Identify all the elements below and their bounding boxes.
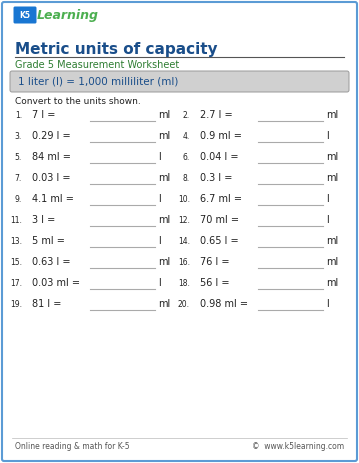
Text: 0.29 l =: 0.29 l = <box>32 131 71 141</box>
Text: l: l <box>158 194 161 204</box>
Text: 4.1 ml =: 4.1 ml = <box>32 194 74 204</box>
Text: ml: ml <box>158 110 170 120</box>
Text: 16.: 16. <box>178 258 190 267</box>
Text: 11.: 11. <box>10 216 22 225</box>
Text: 0.65 l =: 0.65 l = <box>200 236 239 246</box>
Text: 19.: 19. <box>10 300 22 309</box>
Text: 13.: 13. <box>10 237 22 246</box>
Text: 4.: 4. <box>183 132 190 141</box>
Text: 7.: 7. <box>15 174 22 183</box>
Text: 6.7 ml =: 6.7 ml = <box>200 194 242 204</box>
Text: 20.: 20. <box>178 300 190 309</box>
Text: 18.: 18. <box>178 279 190 288</box>
Text: 70 ml =: 70 ml = <box>200 215 239 225</box>
Text: 10.: 10. <box>178 195 190 204</box>
Text: l: l <box>326 299 329 309</box>
Text: ml: ml <box>158 173 170 183</box>
Text: 1 liter (l) = 1,000 milliliter (ml): 1 liter (l) = 1,000 milliliter (ml) <box>18 76 178 87</box>
Text: l: l <box>326 215 329 225</box>
Text: ml: ml <box>326 152 338 162</box>
Text: ml: ml <box>158 215 170 225</box>
Text: ml: ml <box>326 173 338 183</box>
Text: ml: ml <box>326 236 338 246</box>
Text: 15.: 15. <box>10 258 22 267</box>
Text: 12.: 12. <box>178 216 190 225</box>
Text: 0.3 l =: 0.3 l = <box>200 173 232 183</box>
Text: ml: ml <box>326 278 338 288</box>
Text: 3.: 3. <box>15 132 22 141</box>
Text: 17.: 17. <box>10 279 22 288</box>
Text: Grade 5 Measurement Worksheet: Grade 5 Measurement Worksheet <box>15 60 179 70</box>
Text: ml: ml <box>158 257 170 267</box>
Text: l: l <box>158 152 161 162</box>
Text: 2.: 2. <box>183 111 190 120</box>
Text: ml: ml <box>158 299 170 309</box>
Text: ml: ml <box>326 257 338 267</box>
Text: 1.: 1. <box>15 111 22 120</box>
Text: 3 l =: 3 l = <box>32 215 55 225</box>
Text: 84 ml =: 84 ml = <box>32 152 71 162</box>
Text: 81 l =: 81 l = <box>32 299 61 309</box>
Text: ml: ml <box>158 131 170 141</box>
Text: 0.98 ml =: 0.98 ml = <box>200 299 248 309</box>
Text: 56 l =: 56 l = <box>200 278 229 288</box>
Text: Metric units of capacity: Metric units of capacity <box>15 42 218 57</box>
Text: 8.: 8. <box>183 174 190 183</box>
Text: 6.: 6. <box>183 153 190 162</box>
Text: ml: ml <box>326 110 338 120</box>
Text: 0.03 l =: 0.03 l = <box>32 173 70 183</box>
Text: 0.9 ml =: 0.9 ml = <box>200 131 242 141</box>
Text: Online reading & math for K-5: Online reading & math for K-5 <box>15 442 130 451</box>
Text: 2.7 l =: 2.7 l = <box>200 110 233 120</box>
Text: 9.: 9. <box>15 195 22 204</box>
Text: 0.63 l =: 0.63 l = <box>32 257 70 267</box>
Text: 0.03 ml =: 0.03 ml = <box>32 278 80 288</box>
Text: 5.: 5. <box>15 153 22 162</box>
Text: Learning: Learning <box>37 9 99 22</box>
Text: K5: K5 <box>19 11 31 19</box>
Text: l: l <box>326 194 329 204</box>
Text: Convert to the units shown.: Convert to the units shown. <box>15 97 141 106</box>
Text: l: l <box>158 236 161 246</box>
FancyBboxPatch shape <box>10 71 349 92</box>
Text: 76 l =: 76 l = <box>200 257 229 267</box>
Text: 0.04 l =: 0.04 l = <box>200 152 238 162</box>
Text: 14.: 14. <box>178 237 190 246</box>
Text: l: l <box>158 278 161 288</box>
FancyBboxPatch shape <box>14 6 37 24</box>
Text: ©  www.k5learning.com: © www.k5learning.com <box>252 442 344 451</box>
Text: 5 ml =: 5 ml = <box>32 236 65 246</box>
Text: l: l <box>326 131 329 141</box>
Text: 7 l =: 7 l = <box>32 110 55 120</box>
